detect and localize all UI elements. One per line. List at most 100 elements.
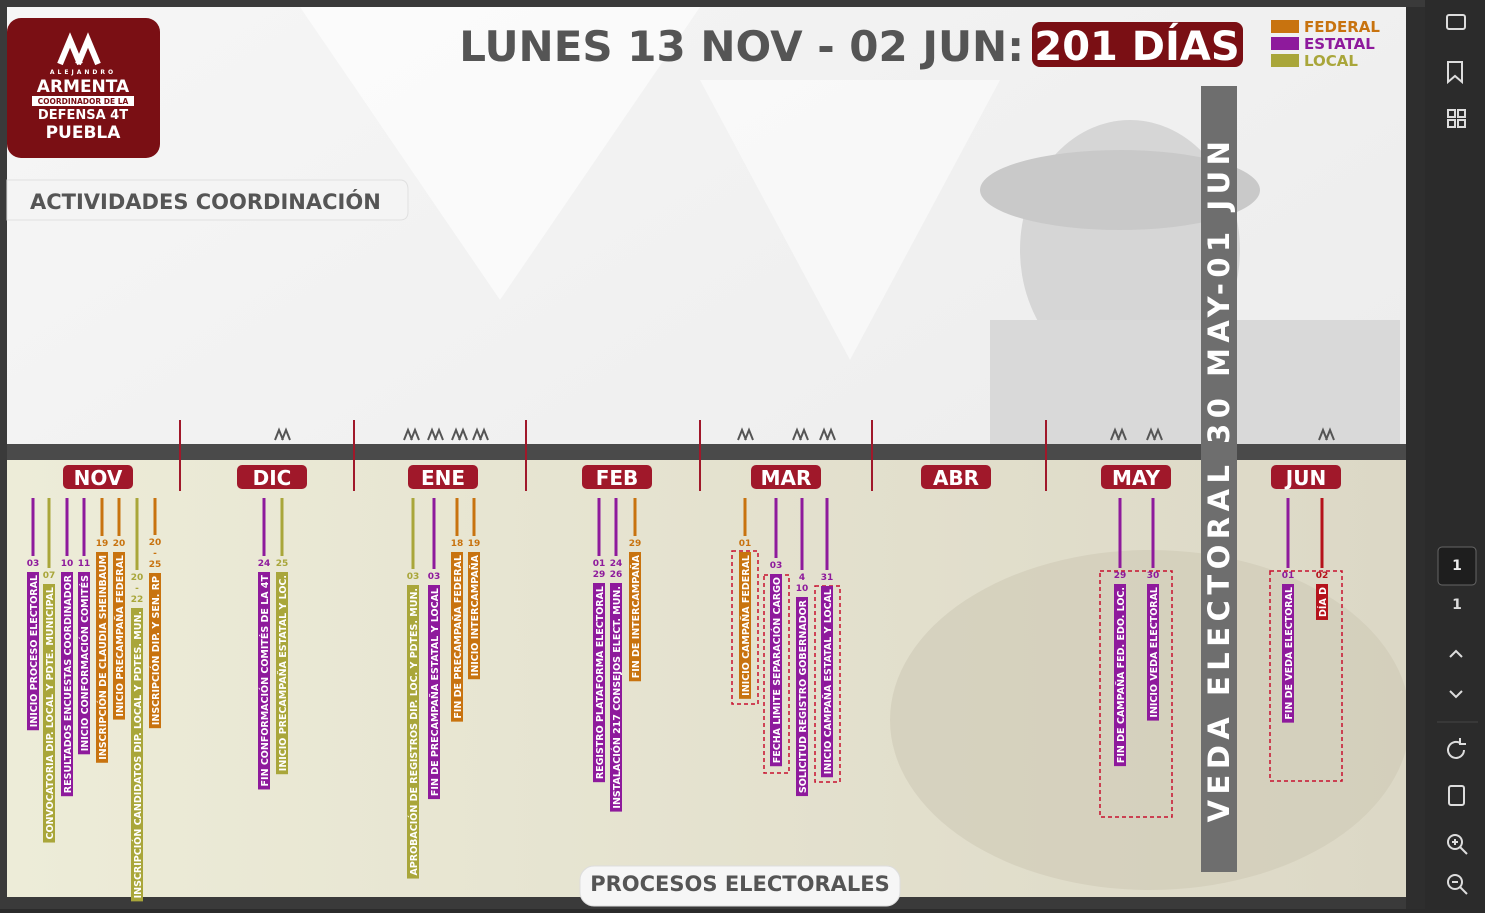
section-label: PROCESOS ELECTORALES — [590, 872, 890, 896]
bg-shape — [700, 80, 1000, 360]
zoom-out[interactable] — [1447, 874, 1463, 890]
event-date: 19 — [96, 539, 109, 549]
dashed-box — [814, 585, 841, 783]
event-date: 20 — [113, 539, 126, 549]
event-date: 01 — [739, 539, 752, 549]
event-date: 29 — [1114, 571, 1127, 581]
event-box — [1282, 584, 1294, 723]
sidebar-icons — [1446, 14, 1468, 895]
event-text: FIN DE CAMPAÑA FED. EDO. LOC. — [1116, 587, 1127, 763]
event-text: INSCRIPCIÓN CANDIDATOS DIP. LOCAL Y PDTE… — [132, 611, 144, 898]
event-box — [78, 572, 90, 755]
legend-swatch — [1271, 20, 1299, 33]
month-label: FEB — [596, 466, 639, 490]
dashed-box — [1269, 570, 1343, 782]
event-date: 11 — [78, 559, 91, 569]
rotate-icon[interactable] — [1447, 738, 1466, 759]
event-date: 22 — [131, 595, 144, 605]
dashed-box — [1099, 570, 1173, 818]
event-box — [113, 552, 125, 720]
month-label: DIC — [253, 466, 292, 490]
event-date: 4 — [799, 573, 805, 583]
event-date: 31 — [821, 573, 834, 583]
page-input[interactable] — [1437, 546, 1477, 586]
event-text: FIN DE VEDA ELECTORAL — [1284, 587, 1295, 720]
logo-mark — [737, 427, 754, 441]
event-text: FIN DE PRECAMPAÑA ESTATAL Y LOCAL — [430, 588, 441, 796]
bookmark-icon[interactable] — [1447, 61, 1463, 85]
event-text: FIN DE PRECAMPAÑA FEDERAL — [453, 555, 464, 719]
month-pill — [1101, 465, 1171, 489]
month-pill — [921, 465, 991, 489]
page-total: 1 — [1452, 597, 1462, 613]
comment-icon[interactable] — [1446, 14, 1466, 30]
grid-icon-part — [1457, 109, 1466, 118]
next-page[interactable] — [1449, 690, 1463, 699]
event-date: 24 — [258, 559, 271, 569]
prev-page[interactable] — [1449, 649, 1463, 658]
veda-banner — [1201, 86, 1237, 872]
section-pill — [579, 865, 901, 907]
title: LUNES 13 NOV - 02 JUN: — [459, 22, 1024, 71]
event-box — [821, 586, 833, 778]
month-pill — [237, 465, 307, 489]
event-box — [1316, 584, 1328, 620]
event-text: INICIO PROCESO ELECTORAL — [29, 575, 40, 727]
dashed-box — [763, 574, 790, 774]
event-date: 29 — [593, 570, 606, 580]
logo-mark — [451, 427, 468, 441]
logo-icon — [57, 32, 101, 66]
veda-label: VEDA ELECTORAL 30 MAY-01 JUN — [1202, 136, 1236, 823]
logo-mark — [792, 427, 809, 441]
logo-mark — [472, 427, 489, 441]
event-date: 24 — [610, 559, 623, 569]
event-box — [610, 583, 622, 812]
event-date: 26 — [610, 570, 623, 580]
zoom-in[interactable] — [1447, 834, 1463, 850]
month-label: MAR — [761, 466, 812, 490]
event-text: INICIO PRECAMPAÑA FEDERAL — [115, 555, 126, 717]
logo-strip — [32, 96, 134, 106]
event-box — [739, 552, 751, 699]
month-label: MAY — [1112, 466, 1160, 490]
scrollbar[interactable] — [1406, 7, 1425, 909]
event-box — [796, 597, 808, 797]
legend-label: ESTATAL — [1304, 35, 1375, 53]
event-text: INICIO CONFORMACIÓN COMITÉS — [79, 575, 91, 751]
event-text: INICIO CAMPAÑA ESTATAL Y LOCAL — [823, 589, 834, 774]
event-box — [407, 585, 419, 879]
zoom-out-part — [1452, 881, 1468, 895]
event-box — [468, 552, 480, 680]
logo-text: ALEJANDRO — [50, 69, 116, 76]
timeline-bar — [7, 444, 1406, 460]
event-text: INSCRIPCIÓN DE CLAUDIA SHEINBAUM — [97, 555, 109, 760]
event-date: 01 — [1282, 571, 1295, 581]
event-box — [96, 552, 108, 763]
event-box — [131, 608, 143, 902]
event-date: 25 — [276, 559, 289, 569]
badge-text: 201 DÍAS — [1034, 22, 1239, 70]
month-label: ENE — [421, 466, 465, 490]
event-date: 07 — [43, 571, 56, 581]
event-date: 30 — [1147, 571, 1160, 581]
event-text: INSCRIPCIÓN DIP. Y SEN. RP — [150, 576, 162, 725]
save-icon[interactable] — [1448, 785, 1465, 806]
event-date: 18 — [451, 539, 464, 549]
event-text: REGISTRO PLATAFORMA ELECTORAL — [595, 586, 606, 779]
logo-mark — [1318, 427, 1335, 441]
photo-shape — [980, 150, 1260, 230]
month-pill — [63, 465, 133, 489]
event-date: 19 — [468, 539, 481, 549]
event-date: - — [135, 584, 139, 594]
event-box — [43, 584, 55, 843]
event-text: FIN CONFORMACIÓN COMITÉS DE LA 4T — [259, 574, 271, 786]
event-date: 20 — [131, 573, 144, 583]
grid-icon[interactable] — [1447, 109, 1456, 118]
event-text: FECHA LIMITE SEPARACIÓN CARGO — [771, 577, 783, 763]
logo — [7, 18, 160, 158]
bg-shape — [300, 7, 700, 300]
month-pill — [408, 465, 478, 489]
event-date: 29 — [629, 539, 642, 549]
